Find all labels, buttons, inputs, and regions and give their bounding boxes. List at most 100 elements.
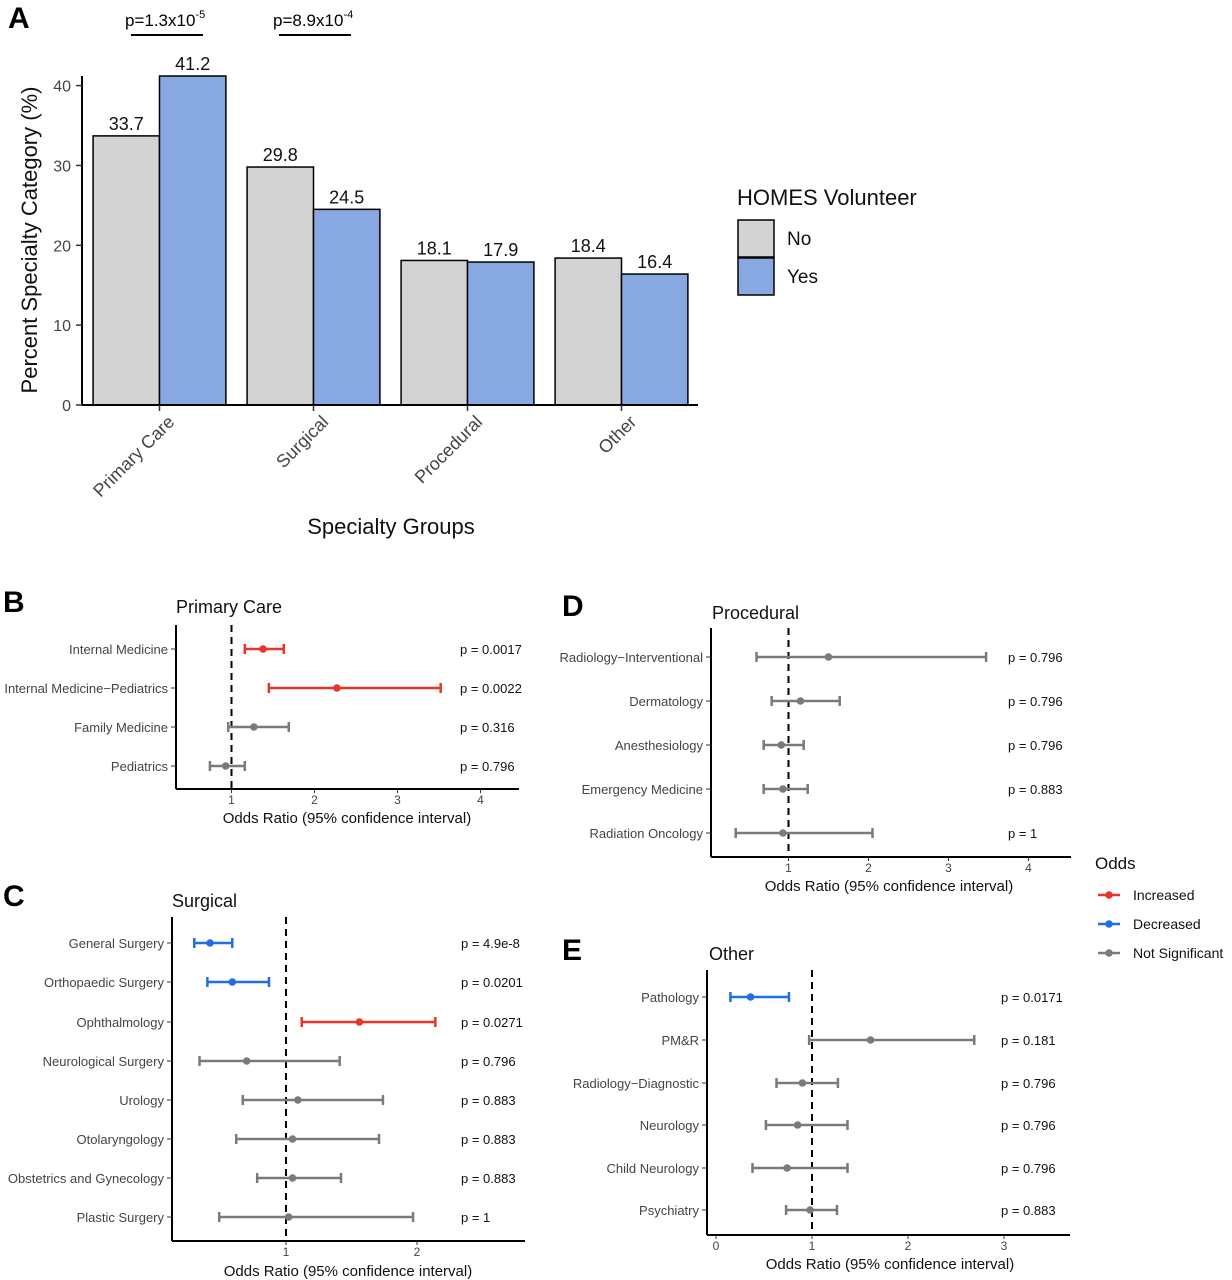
pvalue-internal-medicine: p = 0.0017	[460, 642, 522, 657]
forest-xtick-2: 2	[311, 793, 318, 807]
odds-point-orthopaedic-surgery	[228, 978, 237, 986]
row-label-plastic-surgery: Plastic Surgery	[77, 1210, 165, 1225]
bar-other-no	[554, 257, 623, 406]
forest-xtick-3: 3	[394, 793, 401, 807]
odds-legend-increased-label: Increased	[1133, 887, 1194, 903]
odds-point-emergency-medicine	[779, 785, 787, 793]
forest-xtick-4: 4	[1025, 861, 1032, 875]
row-label-emergency-medicine: Emergency Medicine	[582, 782, 703, 797]
bar-primary-care-yes	[158, 75, 227, 406]
odds-legend-decreased-label: Decreased	[1133, 916, 1201, 932]
bar-label-procedural-no: 18.1	[417, 238, 452, 258]
bar-group: 33.7 41.2 29.8 24.5 18.1 17.9 18.4 16.4	[92, 54, 689, 406]
row-label-radiology-interventional: Radiology−Interventional	[560, 650, 704, 665]
pvalue-internal-medicine-pediatrics: p = 0.0022	[460, 681, 522, 696]
panel-c-title: Surgical	[172, 891, 237, 911]
panel-b-xlabel: Odds Ratio (95% confidence interval)	[223, 810, 471, 827]
panel-b: B Primary Care 1 2 3 4 Internal Medicine p = …	[3, 586, 522, 827]
svg-text:p=1.3x10-5: p=1.3x10-5	[125, 9, 205, 30]
panel-b-title: Primary Care	[176, 597, 282, 617]
panel-e-letter: E	[562, 934, 582, 967]
panel-d-xlabel: Odds Ratio (95% confidence interval)	[765, 878, 1013, 895]
row-label-neurology: Neurology	[640, 1118, 700, 1133]
panel-c-xlabel: Odds Ratio (95% confidence interval)	[224, 1263, 472, 1280]
panel-d: D Procedural 1 2 3 4 Radiology−Interventiona…	[560, 590, 1071, 895]
pvalue-bracket-1: p=1.3x10-5	[125, 9, 205, 36]
panel-e: E Other 0 1 2 3 Pathology p = 0.0171 PM&R p = 0…	[562, 934, 1070, 1273]
row-label-psychiatry: Psychiatry	[639, 1203, 699, 1218]
row-label-radiation-oncology: Radiation Oncology	[590, 826, 704, 841]
bar-label-surgical-yes: 24.5	[329, 187, 364, 207]
bar-ytick-40: 40	[53, 79, 71, 96]
forest-xtick-2: 2	[865, 861, 872, 875]
forest-xtick-3: 3	[1001, 1239, 1008, 1253]
bar-xtick-surgical: Surgical	[272, 412, 332, 472]
row-label-neurological-surgery: Neurological Surgery	[43, 1054, 165, 1069]
odds-point-anesthesiology	[777, 741, 786, 749]
bar-ytick-0: 0	[62, 398, 71, 415]
odds-point-radiology-interventional	[824, 653, 833, 661]
odds-legend-title: Odds	[1095, 854, 1136, 873]
bar-label-surgical-no: 29.8	[263, 145, 298, 165]
odds-point-family-medicine	[250, 723, 258, 731]
forest-xtick-3: 3	[945, 861, 952, 875]
odds-point-internal-medicine-pediatrics	[333, 684, 341, 692]
pvalue-anesthesiology: p = 0.796	[1008, 738, 1063, 753]
pvalue-child-neurology: p = 0.796	[1001, 1161, 1056, 1176]
odds-point-neurological-surgery	[242, 1057, 251, 1065]
odds-point-pediatrics	[221, 762, 230, 770]
row-label-family-medicine: Family Medicine	[74, 720, 168, 735]
odds-point-psychiatry	[806, 1206, 814, 1214]
homes-legend: HOMES Volunteer No Yes	[737, 185, 917, 296]
odds-legend-not-significant: Not Significant	[1098, 945, 1223, 961]
pvalue-obstetrics-and-gynecology: p = 0.883	[461, 1171, 516, 1186]
row-label-child-neurology: Child Neurology	[607, 1161, 700, 1176]
pvalue-neurology: p = 0.796	[1001, 1118, 1056, 1133]
panel-a: A p=1.3x10-5 p=8.9x10-4 33.7 41.2 29.8 24.5…	[8, 2, 917, 539]
pvalue-orthopaedic-surgery: p = 0.0201	[461, 975, 523, 990]
svg-text:p=8.9x10-4: p=8.9x10-4	[273, 9, 353, 30]
bar-label-primary-care-yes: 41.2	[175, 54, 210, 74]
row-label-radiology-diagnostic: Radiology−Diagnostic	[573, 1076, 700, 1091]
odds-point-radiology-diagnostic	[798, 1079, 807, 1087]
odds-legend-increased: Increased	[1098, 887, 1194, 903]
pvalue-pathology: p = 0.0171	[1001, 990, 1063, 1005]
pvalue-2-base: p=8.9x10	[273, 11, 343, 30]
panel-a-letter: A	[8, 2, 30, 35]
odds-point-neurology	[793, 1121, 802, 1129]
bar-ylabel: Percent Specialty Category (%)	[17, 87, 42, 394]
forest-xtick-4: 4	[477, 793, 484, 807]
pvalue-pm-r: p = 0.181	[1001, 1033, 1056, 1048]
odds-point-pm-r	[866, 1036, 875, 1044]
row-label-pathology: Pathology	[641, 990, 699, 1005]
forest-xtick-1: 1	[809, 1239, 816, 1253]
row-label-anesthesiology: Anesthesiology	[615, 738, 704, 753]
panel-e-title: Other	[709, 944, 754, 964]
row-label-internal-medicine-pediatrics: Internal Medicine−Pediatrics	[4, 681, 168, 696]
bar-label-primary-care-no: 33.7	[109, 114, 144, 134]
row-label-dermatology: Dermatology	[629, 694, 703, 709]
pvalue-radiology-diagnostic: p = 0.796	[1001, 1076, 1056, 1091]
odds-point-otolaryngology	[288, 1135, 297, 1143]
panel-e-xlabel: Odds Ratio (95% confidence interval)	[766, 1256, 1014, 1273]
pvalue-dermatology: p = 0.796	[1008, 694, 1063, 709]
bar-procedural-no	[400, 259, 469, 406]
forest-xtick-1: 1	[785, 861, 792, 875]
bar-surgical-yes	[312, 208, 381, 406]
bar-xtick-procedural: Procedural	[411, 412, 487, 488]
pvalue-bracket-2: p=8.9x10-4	[273, 9, 353, 36]
pvalue-ophthalmology: p = 0.0271	[461, 1015, 523, 1030]
legend-title: HOMES Volunteer	[737, 185, 917, 210]
forest-xtick-0: 0	[713, 1239, 720, 1253]
legend-swatch-no	[737, 219, 775, 258]
bar-xlabel: Specialty Groups	[307, 514, 475, 539]
bar-ytick-30: 30	[53, 158, 71, 175]
bar-xtick-other: Other	[594, 412, 640, 458]
forest-xtick-2: 2	[905, 1239, 912, 1253]
pvalue-family-medicine: p = 0.316	[460, 720, 515, 735]
odds-legend-not-significant-label: Not Significant	[1133, 945, 1223, 961]
bar-other-yes	[620, 273, 689, 406]
panel-d-letter: D	[562, 590, 584, 623]
row-label-general-surgery: General Surgery	[69, 936, 165, 951]
